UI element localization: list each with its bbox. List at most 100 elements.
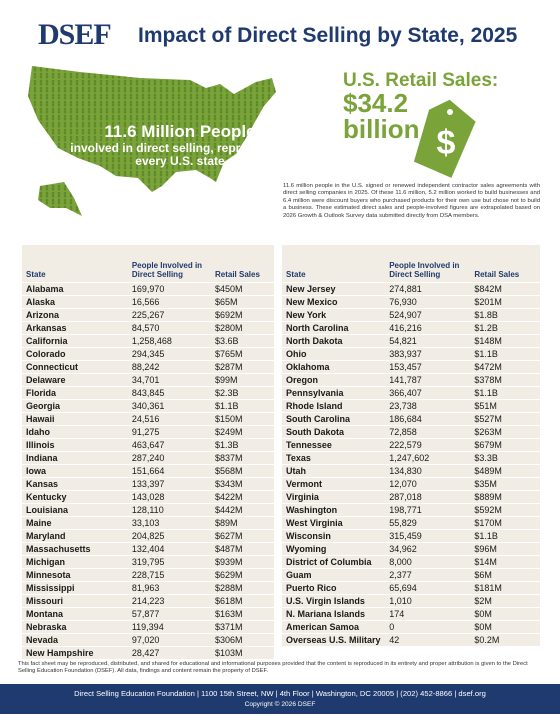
retail-sales: $35M [470, 477, 540, 491]
people-count: 81,963 [127, 581, 211, 595]
retail-sales: $1.3B [210, 438, 274, 452]
retail-sales: $489M [470, 464, 540, 478]
table-row: Virginia 287,018 $889M [282, 490, 540, 504]
table-row: New Hampshire 28,427 $103M [22, 646, 274, 659]
people-count: 198,771 [385, 503, 471, 517]
price-tag: $ [413, 99, 476, 178]
state-name: South Dakota [282, 425, 386, 439]
table-row: Arkansas 84,570 $280M [22, 321, 274, 335]
people-count: 91,275 [127, 425, 211, 439]
people-count: 294,345 [127, 347, 211, 361]
state-name: Nebraska [22, 620, 128, 634]
people-count: 55,829 [385, 516, 471, 530]
table-row: Idaho 91,275 $249M [22, 425, 274, 439]
state-name: U.S. Virgin Islands [282, 594, 386, 608]
people-count: 16,566 [127, 295, 211, 309]
retail-sales: $1.2B [470, 321, 540, 335]
state-name: California [22, 334, 128, 348]
table-row: Maine 33,103 $89M [22, 516, 274, 530]
state-name: District of Columbia [282, 555, 386, 569]
table-row: U.S. Virgin Islands 1,010 $2M [282, 594, 540, 608]
people-count: 315,459 [385, 529, 471, 543]
people-count: 57,877 [127, 607, 211, 621]
people-count: 416,216 [385, 321, 471, 335]
table-row: Maryland 204,825 $627M [22, 529, 274, 543]
retail-sales: $51M [470, 399, 540, 413]
table-row: Rhode Island 23,738 $51M [282, 399, 540, 413]
state-name: South Carolina [282, 412, 386, 426]
column-header: Retail Sales [214, 270, 260, 279]
people-count: 119,394 [127, 620, 211, 634]
table-row: Washington 198,771 $592M [282, 503, 540, 517]
retail-sales: $568M [210, 464, 274, 478]
table-row: Delaware 34,701 $99M [22, 373, 274, 387]
column-header: People Involved in Direct Selling [131, 261, 203, 279]
retail-sales: $6M [470, 568, 540, 582]
state-name: Pennsylvania [282, 386, 386, 400]
people-count: 340,361 [127, 399, 211, 413]
retail-sales: $2.3B [210, 386, 274, 400]
state-name: Montana [22, 607, 128, 621]
column-header: State [26, 270, 46, 279]
state-name: Wisconsin [282, 529, 386, 543]
table-row: California 1,258,468 $3.6B [22, 334, 274, 348]
retail-sales: $14M [470, 555, 540, 569]
retail-sales: $263M [470, 425, 540, 439]
retail-value: $34.2 billion [343, 88, 420, 144]
state-name: Utah [282, 464, 386, 478]
state-name: Oklahoma [282, 360, 386, 374]
retail-sales: $0M [470, 607, 540, 621]
state-name: Vermont [282, 477, 386, 491]
people-count: 274,881 [385, 282, 471, 296]
table-row: New Jersey 274,881 $842M [282, 282, 540, 296]
retail-sales: $343M [210, 477, 274, 491]
state-name: Oregon [282, 373, 386, 387]
retail-sales: $103M [210, 646, 274, 659]
table-row: Michigan 319,795 $939M [22, 555, 274, 569]
table: State People Involved in Direct Selling Re… [282, 245, 540, 646]
people-count: 23,738 [385, 399, 471, 413]
people-count: 204,825 [127, 529, 211, 543]
state-name: N. Mariana Islands [282, 607, 386, 621]
people-count: 214,223 [127, 594, 211, 608]
retail-sales: $765M [210, 347, 274, 361]
state-name: Washington [282, 503, 386, 517]
people-count: 34,701 [127, 373, 211, 387]
table-row: Iowa 151,664 $568M [22, 464, 274, 478]
people-count: 76,930 [385, 295, 471, 309]
retail-sales: $306M [210, 633, 274, 647]
retail-sales: $249M [210, 425, 274, 439]
table-row: Overseas U.S. Military 42 $0.2M [282, 633, 540, 646]
table-row: Nebraska 119,394 $371M [22, 620, 274, 634]
retail-sales: $3.6B [210, 334, 274, 348]
table-row: Vermont 12,070 $35M [282, 477, 540, 491]
retail-sales: $163M [210, 607, 274, 621]
table-row: Florida 843,845 $2.3B [22, 386, 274, 400]
state-name: Kansas [22, 477, 128, 491]
retail-sales: $65M [210, 295, 274, 309]
people-count: 2,377 [385, 568, 471, 582]
state-name: Georgia [22, 399, 128, 413]
retail-sales: $96M [470, 542, 540, 556]
state-name: New Hampshire [22, 646, 128, 659]
table-row: Missouri 214,223 $618M [22, 594, 274, 608]
table-row: Alabama 169,970 $450M [22, 282, 274, 296]
people-count: 319,795 [127, 555, 211, 569]
table-row: Illinois 463,647 $1.3B [22, 438, 274, 452]
table-row: Minnesota 228,715 $629M [22, 568, 274, 582]
table-left: State People Involved in Direct Selling Re… [22, 245, 274, 659]
retail-sales: $0.2M [470, 633, 540, 646]
state-name: Delaware [22, 373, 128, 387]
map-subline: involved in direct selling, representing… [70, 141, 290, 168]
state-name: Iowa [22, 464, 128, 478]
people-count: 1,247,602 [385, 451, 471, 465]
retail-sales: $371M [210, 620, 274, 634]
people-count: 84,570 [127, 321, 211, 335]
retail-sales: $148M [470, 334, 540, 348]
people-count: 24,516 [127, 412, 211, 426]
people-count: 287,018 [385, 490, 471, 504]
retail-sales: $422M [210, 490, 274, 504]
footer-copyright: Copyright © 2026 DSEF [244, 701, 316, 708]
table-right: State People Involved in Direct Selling Re… [282, 245, 540, 646]
table-row: Nevada 97,020 $306M [22, 633, 274, 647]
